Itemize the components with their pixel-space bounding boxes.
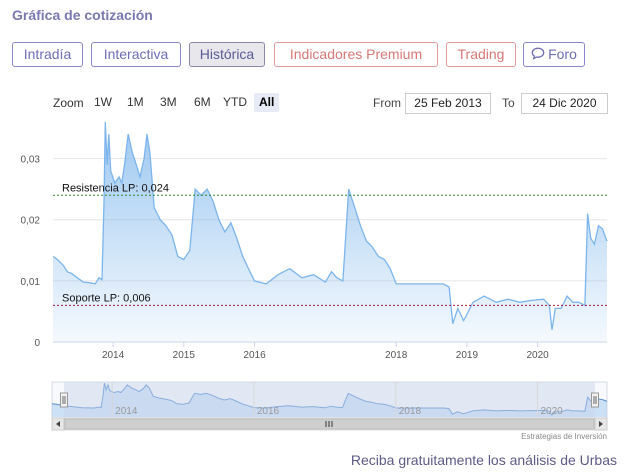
from-label: From [373,96,401,110]
price-series [52,121,608,343]
tab-intradia[interactable]: Intradía [12,42,83,67]
x-tick-label: 2019 [456,350,479,361]
navigator-x-tick-label: 2016 [257,406,280,417]
tab-indicadores-premium[interactable]: Indicadores Premium [274,42,438,67]
tab-indicadores-premium-label: Indicadores Premium [289,46,423,62]
tab-interactiva[interactable]: Interactiva [91,42,181,67]
navigator-selection[interactable] [64,382,595,418]
scrollbar[interactable] [51,417,608,431]
x-tick-label: 2020 [527,350,550,361]
x-tick-label: 2018 [385,350,408,361]
zoom-all-button[interactable]: All [254,93,280,112]
zoom-6m-button[interactable]: 6M [194,95,211,109]
chart-credits[interactable]: Estrategias de Inversión [521,432,607,441]
zoom-label: Zoom [53,96,84,110]
to-label: To [502,96,515,110]
tab-intradia-label: Intradía [23,46,72,62]
x-axis: 2014 2015 2016 2018 2019 2020 [53,341,607,361]
navigator-left-handle[interactable] [60,392,68,408]
grip-icon [325,421,333,427]
zoom-1w-button[interactable]: 1W [94,95,112,109]
y-tick-label: 0,01 [21,277,41,288]
y-tick-label: 0,02 [21,216,41,227]
annotation-lines: Resistencia LP: 0,024 Soporte LP: 0,006 [53,182,607,306]
navigator-x-tick-label: 2018 [399,406,422,417]
promo-link[interactable]: Reciba gratuitamente los análisis de Urb… [350,452,617,468]
navigator-x-tick-label: 2014 [115,406,138,417]
zoom-3m-button[interactable]: 3M [160,95,177,109]
to-date-input[interactable]: 24 Dic 2020 [521,93,608,114]
price-chart: Resistencia LP: 0,024 Soporte LP: 0,006 0… [21,121,608,361]
navigator-line [51,382,608,416]
arrow-right-icon [599,421,603,427]
x-tick-label: 2016 [243,350,266,361]
y-axis: 0 0,01 0,02 0,03 [21,155,41,349]
zoom-1m-button[interactable]: 1M [127,95,144,109]
zoom-ytd-button[interactable]: YTD [223,95,247,109]
from-date-input[interactable]: 25 Feb 2013 [405,93,491,114]
tab-foro-label: Foro [548,46,577,62]
tab-interactiva-label: Interactiva [103,46,169,62]
navigator-series [51,382,608,417]
x-tick-label: 2014 [102,350,125,361]
tab-historica-label: Histórica [199,46,255,62]
navigator-area [52,383,607,417]
navigator-x-axis: 2014 2016 2018 2020 [111,382,564,417]
arrow-left-icon [56,421,60,427]
tab-trading[interactable]: Trading [446,42,516,67]
tab-historica[interactable]: Histórica [189,42,265,67]
x-tick-label: 2015 [173,350,196,361]
navigator-x-tick-label: 2020 [541,406,564,417]
navigator[interactable]: 2014 2016 2018 2020 [0,380,631,432]
navigator-frame [51,381,608,419]
navigator-right-handle[interactable] [591,392,599,408]
tab-trading-label: Trading [457,46,505,62]
tab-foro[interactable]: Foro [523,42,585,67]
price-line [52,121,608,330]
annotation-label: Resistencia LP: 0,024 [62,182,169,194]
y-tick-label: 0 [34,338,40,349]
section-title: Gráfica de cotización [12,7,153,23]
speech-bubble-icon [531,44,545,67]
y-tick-label: 0,03 [21,155,41,166]
price-area-fill [53,121,607,343]
annotation-label: Soporte LP: 0,006 [62,292,151,304]
